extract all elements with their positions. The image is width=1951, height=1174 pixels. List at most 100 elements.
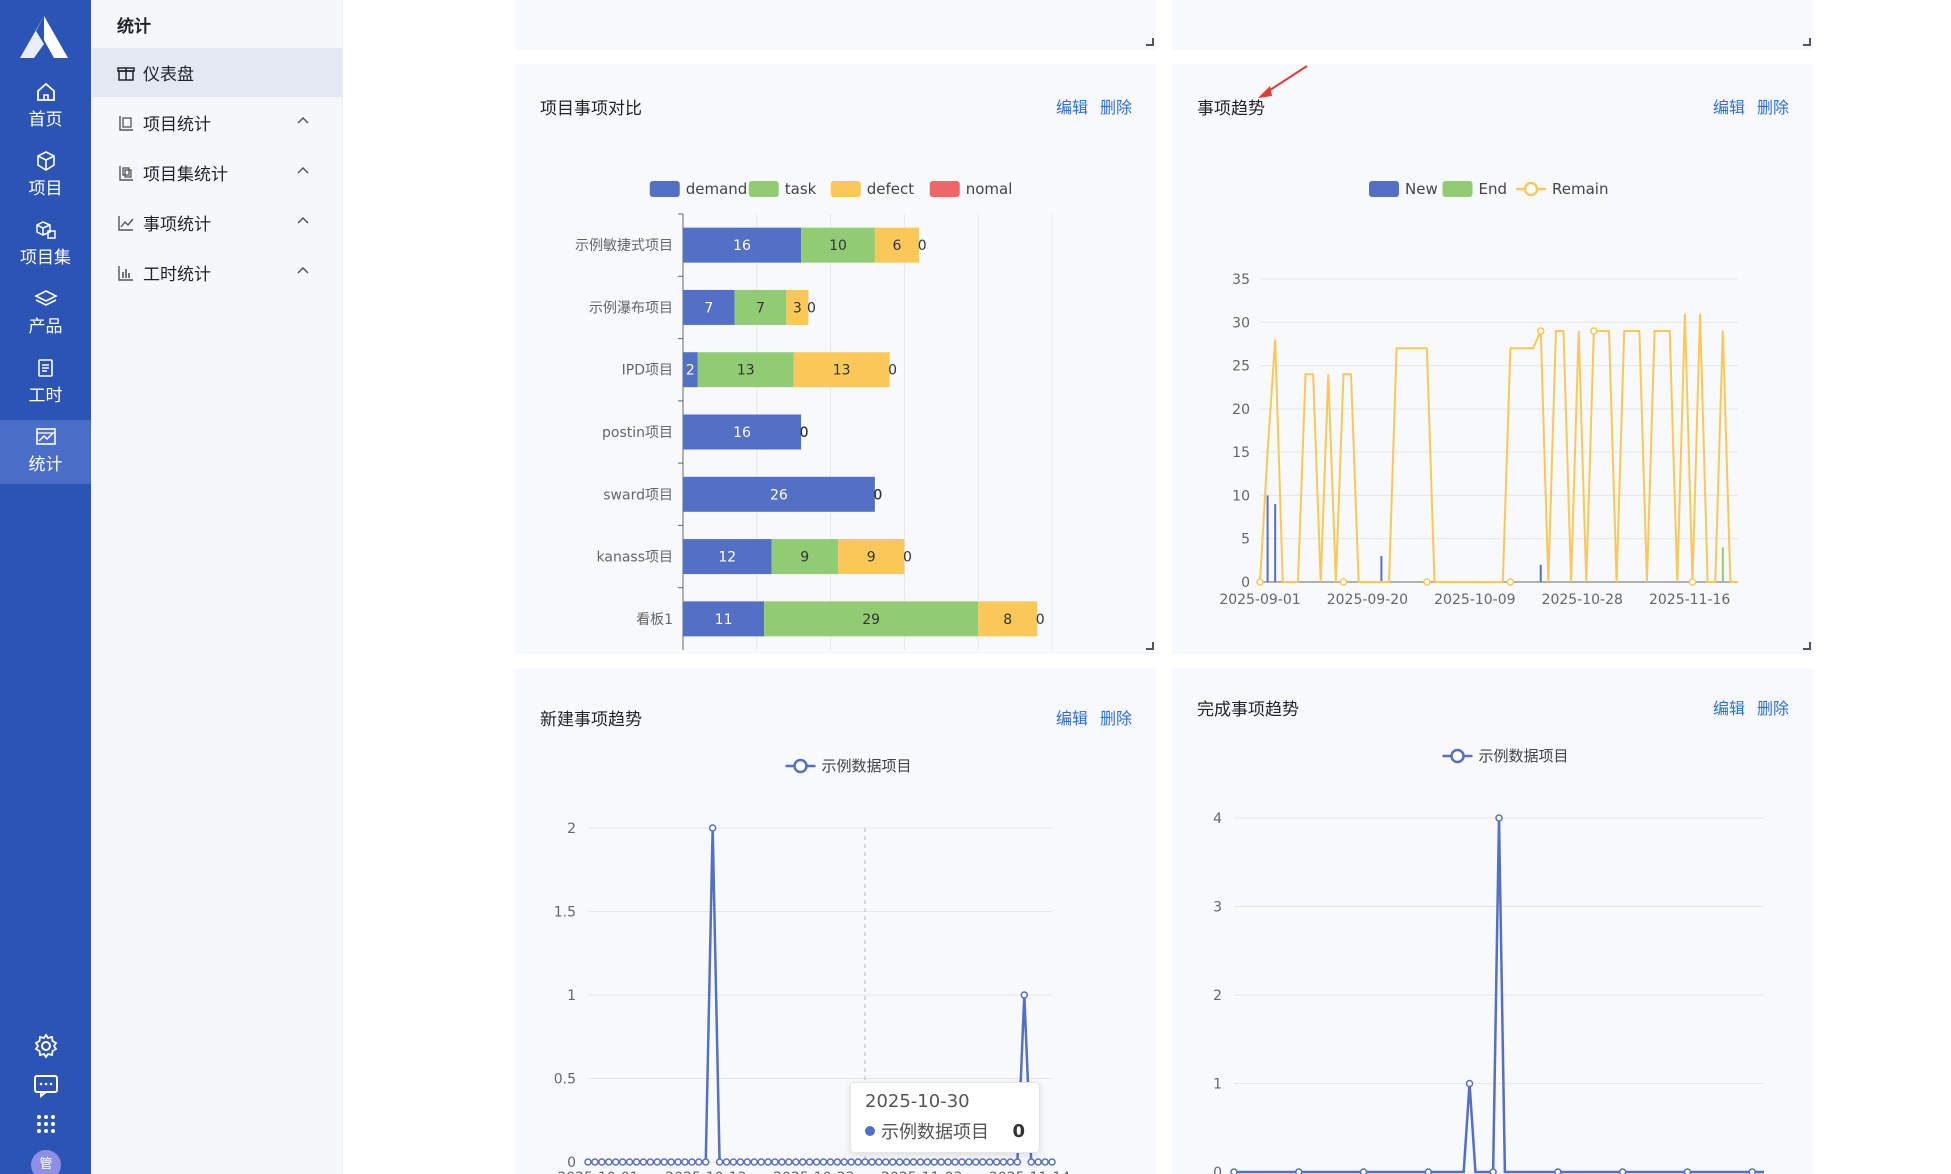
data-label: 0 (800, 425, 809, 441)
y-tick-label: kanass项目 (597, 550, 673, 566)
series-point (1230, 1168, 1238, 1174)
y-tick-label: 35 (1232, 272, 1250, 288)
settings-button[interactable] (0, 1033, 91, 1063)
series-point (611, 1158, 620, 1166)
chevron-up-icon[interactable] (297, 166, 309, 174)
rail-item-worktime[interactable]: 工时 (0, 358, 91, 422)
series-point (992, 1158, 1001, 1166)
series-point (1027, 1158, 1035, 1166)
edit-link[interactable]: 编辑 (1712, 98, 1745, 117)
bar-segment (683, 414, 802, 450)
subnav-item-project-stats[interactable]: 项目统计 (91, 98, 343, 147)
series-point (1683, 1168, 1692, 1174)
new-bar (1266, 495, 1269, 582)
message-button[interactable] (0, 1074, 91, 1102)
subnav-item-dashboard[interactable]: 仪表盘 (91, 48, 343, 97)
resize-handle-icon[interactable] (1146, 38, 1154, 46)
x-tick-label: 2025-10-09 (1434, 592, 1515, 608)
subnav-item-label: 事项统计 (143, 215, 211, 235)
x-tick-label: 2025-11-16 (1649, 592, 1730, 608)
series-point (1006, 1158, 1015, 1166)
legend-swatch (929, 181, 960, 197)
gear-icon (34, 1033, 57, 1059)
series-point (681, 1158, 689, 1166)
y-tick-label: 2 (567, 821, 576, 837)
series-point (1020, 991, 1029, 999)
rail-item-home[interactable]: 首页 (0, 82, 91, 146)
end-bar (1721, 547, 1724, 582)
subnav-title: 统计 (117, 17, 151, 37)
legend-label: Remain (1552, 180, 1608, 198)
data-label: 6 (893, 238, 902, 254)
card-title: 新建事项趋势 (540, 710, 642, 730)
delete-link[interactable]: 删除 (1756, 98, 1789, 117)
legend-label: nomal (966, 180, 1013, 198)
data-label: 7 (704, 300, 713, 316)
y-tick-label: 0 (1241, 575, 1250, 591)
rail-item-product[interactable]: 产品 (0, 289, 91, 353)
rail-item-program[interactable]: 项目集 (0, 220, 91, 284)
subnav-item-program-stats[interactable]: 项目集统计 (91, 148, 343, 197)
line-chart-icon (118, 215, 134, 231)
series-point (944, 1158, 952, 1166)
series-point (833, 1158, 842, 1166)
series-point (798, 1158, 807, 1166)
cube-icon (36, 151, 55, 171)
tooltip-series-name: 示例数据项目 (881, 1122, 989, 1143)
series-point (1489, 1168, 1497, 1174)
series-point (999, 1158, 1008, 1166)
series-point (1465, 1079, 1474, 1088)
legend-label: defect (867, 180, 915, 198)
subnav-item-issue-stats[interactable]: 事项统计 (91, 198, 343, 247)
document-icon (37, 359, 53, 377)
resize-handle-icon[interactable] (1803, 642, 1811, 650)
rail-item-label: 产品 (28, 317, 63, 337)
series-point (1359, 1168, 1368, 1174)
series-point (1748, 1168, 1756, 1174)
x-tick-label: 2025-10-23 (773, 1170, 854, 1174)
delete-link[interactable]: 删除 (1099, 709, 1132, 728)
series-point (951, 1158, 959, 1166)
picture-chart-icon (35, 428, 56, 445)
resize-handle-icon[interactable] (1146, 642, 1154, 650)
data-label: 9 (867, 550, 876, 566)
bar-segment (683, 476, 875, 512)
rail-item-project[interactable]: 项目 (0, 151, 91, 215)
data-label: 29 (862, 612, 880, 628)
x-tick-label: 2025-09-20 (1327, 592, 1408, 608)
y-tick-label: 5 (1241, 532, 1250, 548)
card-title: 项目事项对比 (540, 99, 642, 119)
series-point (750, 1158, 758, 1166)
series-point (591, 1158, 599, 1166)
delete-link[interactable]: 删除 (1756, 699, 1789, 718)
series-point (598, 1158, 606, 1166)
y-tick-label: IPD项目 (622, 363, 673, 379)
remain-point (1590, 327, 1598, 335)
y-tick-label: 2 (1213, 988, 1222, 1004)
edit-link[interactable]: 编辑 (1055, 709, 1088, 728)
legend-label: demand (686, 180, 748, 198)
card-actions: 编辑 删除 (1701, 94, 1789, 118)
data-label: 0 (800, 425, 809, 441)
subnav-item-worktime-stats[interactable]: 工时统计 (91, 248, 343, 297)
chevron-up-icon[interactable] (297, 266, 309, 274)
bar-segment (683, 289, 735, 325)
rail-item-label: 工时 (28, 386, 63, 406)
avatar[interactable]: 管 (31, 1150, 61, 1174)
remain-point (1256, 578, 1264, 586)
x-tick-label: 2025-10-01 (557, 1170, 638, 1174)
edit-link[interactable]: 编辑 (1712, 699, 1745, 718)
edit-link[interactable]: 编辑 (1055, 98, 1088, 117)
data-label: 0 (873, 487, 882, 503)
apps-button[interactable] (0, 1113, 91, 1139)
series-point (985, 1158, 994, 1166)
series-point (792, 1158, 800, 1166)
resize-handle-icon[interactable] (1803, 38, 1811, 46)
rail-item-statistics[interactable]: 统计 (0, 420, 91, 484)
chevron-up-icon[interactable] (297, 116, 309, 124)
y-tick-label: 15 (1232, 445, 1250, 461)
app-logo-icon[interactable] (20, 16, 68, 58)
delete-link[interactable]: 删除 (1099, 98, 1132, 117)
chevron-up-icon[interactable] (297, 216, 309, 224)
